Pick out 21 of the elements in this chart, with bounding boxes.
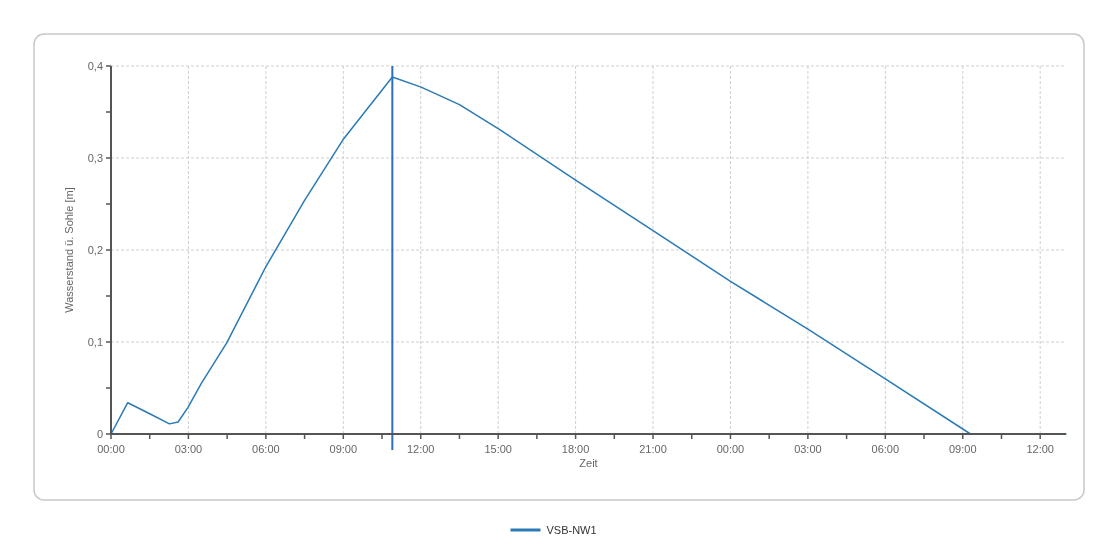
x-tick-label: 12:00	[406, 443, 435, 455]
x-tick-label: 15:00	[484, 443, 512, 455]
y-tick-label: 0,4	[87, 60, 103, 72]
y-tick-label: 0,2	[87, 244, 103, 256]
x-tick-label: 09:00	[948, 443, 977, 455]
y-tick-label: 0	[96, 428, 103, 440]
x-axis-title: Zeit	[579, 457, 598, 469]
x-tick-label: 06:00	[871, 443, 900, 455]
x-tick-label: 21:00	[639, 443, 667, 455]
x-tick-label: 00:00	[716, 443, 745, 455]
x-tick-label: 18:00	[561, 443, 590, 455]
y-tick-label: 0,3	[87, 152, 103, 164]
x-tick-label: 00:00	[97, 443, 125, 455]
y-axis-title: Wasserstand ü. Sohle [m]	[63, 187, 75, 313]
legend-label: VSB-NW1	[546, 524, 597, 536]
x-tick-label: 03:00	[174, 443, 203, 455]
x-tick-label: 12:00	[1026, 443, 1054, 455]
y-tick-label: 0,1	[87, 336, 103, 348]
x-tick-label: 06:00	[252, 443, 280, 455]
x-tick-label: 03:00	[794, 443, 822, 455]
x-tick-label: 09:00	[329, 443, 358, 455]
